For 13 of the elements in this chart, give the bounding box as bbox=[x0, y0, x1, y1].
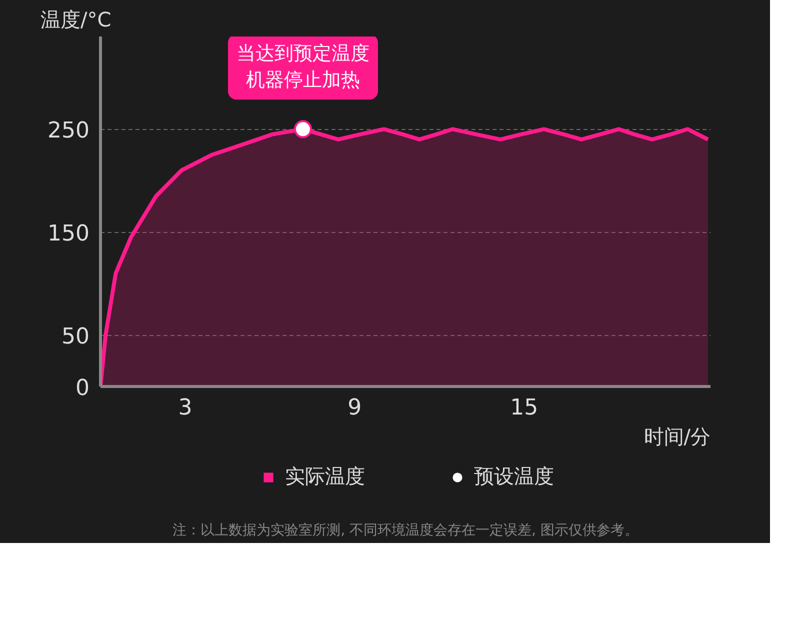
y-tick-label: 50 bbox=[62, 324, 90, 350]
x-axis-title: 时间/分 bbox=[644, 424, 711, 448]
x-tick-label: 15 bbox=[510, 396, 538, 420]
annotation: 当达到预定温度机器停止加热 bbox=[236, 42, 370, 92]
x-tick-label: 3 bbox=[178, 396, 192, 420]
legend-label: 预设温度 bbox=[474, 463, 554, 490]
text: 注：以上数据为实验室所测, 不同环境温度会存在一定误差, 图示仅供参考。 bbox=[172, 522, 638, 538]
y-tick-label: 150 bbox=[48, 222, 90, 247]
legend-label: 实际温度 bbox=[285, 463, 365, 490]
y-axis-title: 温度/°C bbox=[40, 8, 112, 32]
y-tick-label: 0 bbox=[76, 376, 90, 401]
y-tick-label: 250 bbox=[48, 118, 90, 144]
x-tick-label: 9 bbox=[348, 396, 362, 420]
